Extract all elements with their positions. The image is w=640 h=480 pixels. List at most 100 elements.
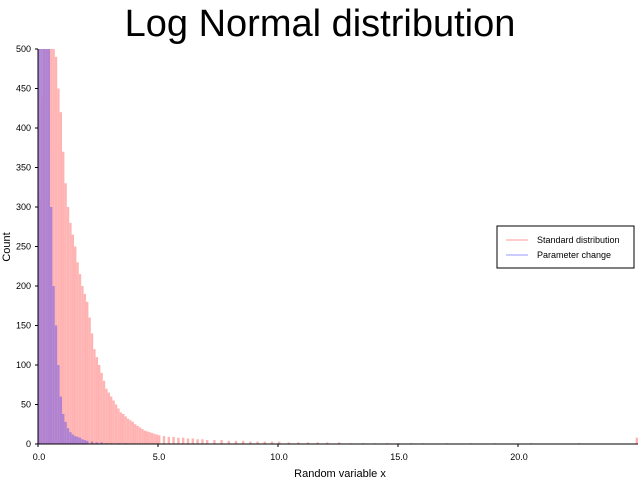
bar-series-0 xyxy=(119,412,122,444)
bar-series-0 xyxy=(131,421,134,444)
bar-series-0 xyxy=(110,396,113,444)
bar-series-1 xyxy=(100,442,103,444)
bar-series-0 xyxy=(122,413,125,444)
bar-series-0 xyxy=(57,88,60,444)
bar-series-0 xyxy=(213,440,216,444)
bar-series-0 xyxy=(143,430,146,444)
y-tick-label: 500 xyxy=(16,44,31,54)
bar-series-0 xyxy=(88,317,91,444)
bar-series-0 xyxy=(306,442,310,444)
bar-series-0 xyxy=(256,441,259,444)
bar-series-0 xyxy=(129,420,132,444)
bar-series-1 xyxy=(76,436,79,444)
bar-series-0 xyxy=(62,151,65,444)
bar-series-0 xyxy=(126,418,130,444)
bar-series-0 xyxy=(76,262,79,444)
bar-series-0 xyxy=(81,286,84,444)
x-tick-label: 5.0 xyxy=(153,452,166,462)
bar-series-0 xyxy=(54,56,58,445)
bar-series-0 xyxy=(177,437,180,444)
bar-series-1 xyxy=(57,365,60,444)
y-tick-label: 250 xyxy=(16,242,31,252)
bar-series-0 xyxy=(100,372,103,444)
bar-series-1 xyxy=(74,436,77,444)
bar-series-0 xyxy=(69,222,72,444)
bar-series-0 xyxy=(297,442,300,444)
y-tick-label: 0 xyxy=(26,439,31,449)
bar-series-0 xyxy=(66,207,70,444)
bar-series-0 xyxy=(134,424,137,444)
bar-series-0 xyxy=(146,431,149,444)
y-tick-label: 200 xyxy=(16,281,31,291)
x-tick-label: 10.0 xyxy=(270,452,288,462)
bar-series-0 xyxy=(112,400,115,444)
bar-series-0 xyxy=(86,301,89,444)
bar-series-1 xyxy=(83,440,86,444)
bar-series-1 xyxy=(62,413,65,444)
y-tick-label: 300 xyxy=(16,202,31,212)
bar-series-0 xyxy=(78,274,82,444)
x-tick-label: 0.0 xyxy=(33,452,46,462)
bar-series-1 xyxy=(47,49,50,444)
bar-series-0 xyxy=(186,438,190,444)
bars-layer xyxy=(38,49,638,445)
bar-series-1 xyxy=(81,439,84,444)
bar-series-1 xyxy=(59,396,62,444)
bar-series-1 xyxy=(54,325,58,444)
bar-series-0 xyxy=(270,441,274,444)
bar-series-1 xyxy=(95,442,98,444)
bar-series-0 xyxy=(227,440,230,444)
legend-label-standard: Standard distribution xyxy=(537,235,620,245)
legend-label-parameter: Parameter change xyxy=(537,250,611,260)
bar-series-0 xyxy=(90,333,94,444)
bar-series-0 xyxy=(74,246,77,444)
bar-series-0 xyxy=(124,416,127,444)
bar-series-0 xyxy=(326,442,329,444)
chart-title: Log Normal distribution xyxy=(125,3,516,45)
bar-series-1 xyxy=(64,421,67,444)
bar-series-1 xyxy=(38,49,41,444)
bar-series-1 xyxy=(45,49,48,444)
bar-series-1 xyxy=(66,428,70,444)
bar-series-1 xyxy=(42,49,46,444)
legend-box xyxy=(496,225,635,269)
bar-series-0 xyxy=(136,425,139,444)
bar-series-0 xyxy=(148,432,151,444)
bar-series-0 xyxy=(635,437,638,444)
bar-series-0 xyxy=(150,432,154,444)
bar-series-1 xyxy=(71,434,74,444)
bar-series-0 xyxy=(105,388,108,444)
bar-series-0 xyxy=(220,440,223,444)
y-tick-label: 50 xyxy=(21,400,31,410)
bar-series-0 xyxy=(201,439,204,444)
x-tick-label: 20.0 xyxy=(510,452,528,462)
bar-series-0 xyxy=(83,293,86,444)
bar-series-1 xyxy=(40,49,43,444)
y-tick-label: 150 xyxy=(16,321,31,331)
bar-series-0 xyxy=(52,49,55,444)
y-tick-label: 100 xyxy=(16,360,31,370)
bar-series-0 xyxy=(234,440,238,444)
bar-series-0 xyxy=(338,442,341,444)
bar-series-0 xyxy=(95,357,98,444)
x-tick-label: 15.0 xyxy=(390,452,408,462)
bar-series-0 xyxy=(316,442,319,444)
legend: Standard distribution Parameter change xyxy=(496,225,635,269)
bar-series-0 xyxy=(249,441,252,444)
x-axis-title: Random variable x xyxy=(294,468,386,480)
bar-series-0 xyxy=(59,112,62,444)
bar-series-0 xyxy=(117,408,120,444)
bar-series-0 xyxy=(191,438,194,444)
y-tick-label: 400 xyxy=(16,123,31,133)
bar-series-0 xyxy=(196,439,199,444)
bar-series-0 xyxy=(155,434,158,444)
ticks-layer: 0 50 100 150 200 250 300 350 400 450 500 0.0 5.0 10.0… xyxy=(16,44,528,462)
bar-series-0 xyxy=(167,436,170,444)
bar-series-0 xyxy=(64,183,67,445)
bar-series-0 xyxy=(287,442,290,444)
bar-series-0 xyxy=(141,428,144,444)
y-axis-title: Count xyxy=(1,232,13,261)
bar-series-0 xyxy=(71,234,74,444)
bar-series-1 xyxy=(90,441,94,444)
